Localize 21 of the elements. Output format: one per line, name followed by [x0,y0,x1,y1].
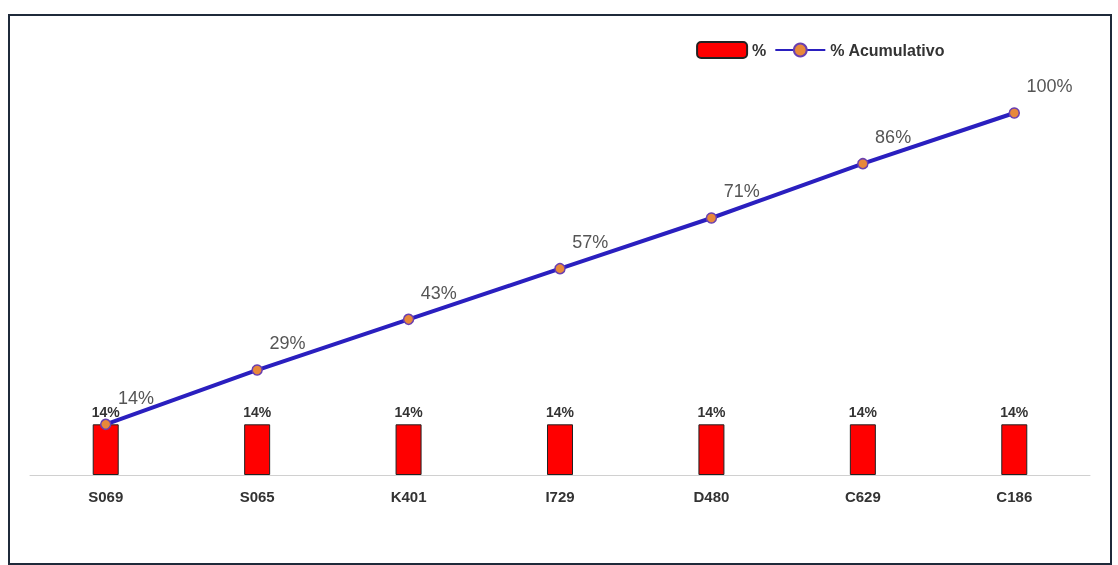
data-label: 14% [545,404,575,421]
data-label: 71% [723,181,760,202]
data-label: 14% [697,404,726,421]
x-tick-label: S069 [88,488,124,505]
x-tick-label: C186 [996,488,1033,505]
data-label: 14% [848,404,878,421]
data-label: 43% [420,282,457,303]
x-tick-label: I729 [545,488,575,505]
data-label: 29% [269,333,306,354]
data-label: 100% [1026,76,1073,97]
data-label: 57% [572,231,609,252]
data-label: 14% [243,404,272,421]
data-label: 14% [394,404,424,421]
x-tick-label: K401 [390,488,427,505]
x-tick-label: C629 [844,488,881,505]
x-tick-label: S065 [239,488,275,505]
legend-label: % [752,41,767,59]
data-label: 86% [875,126,912,147]
legend-label: % Acumulativo [830,41,945,59]
data-label: 14% [1000,404,1029,421]
x-tick-label: D480 [693,488,730,505]
